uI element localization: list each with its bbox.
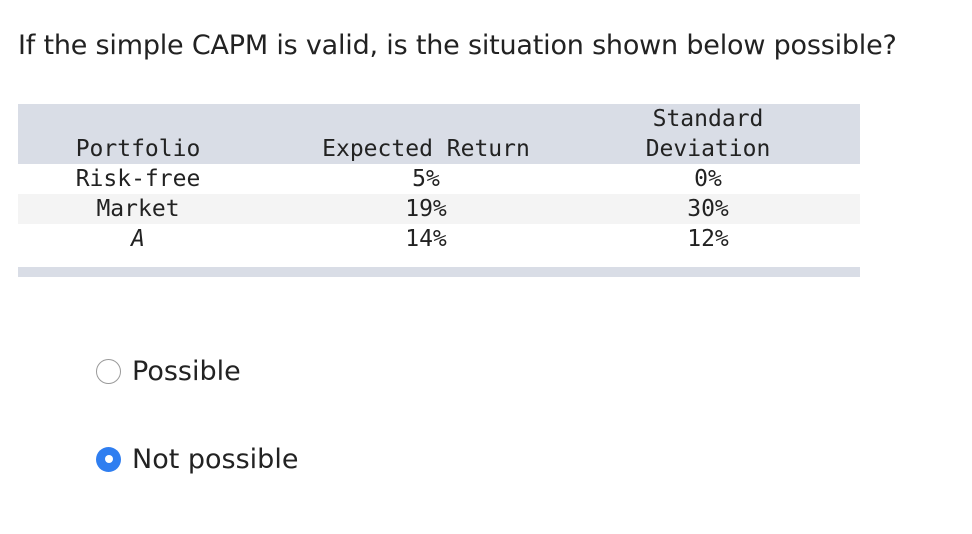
header-expected-return: Expected Return	[322, 136, 530, 162]
option-possible[interactable]: Possible	[96, 355, 241, 387]
table-row: Risk-free 5% 0%	[18, 164, 860, 194]
option-not-possible[interactable]: Not possible	[96, 443, 299, 475]
cell-std-dev: 12%	[687, 226, 729, 252]
cell-expected-return: 5%	[412, 166, 440, 192]
cell-expected-return: 14%	[405, 226, 447, 252]
option-not-possible-label[interactable]: Not possible	[132, 443, 299, 475]
table-row: Market 19% 30%	[18, 194, 860, 224]
table-header-row: Portfolio Expected Return Standard Devia…	[18, 104, 860, 164]
cell-portfolio: Risk-free	[75, 166, 201, 192]
table-row: A 14% 12%	[18, 224, 860, 254]
option-possible-label[interactable]: Possible	[132, 355, 241, 387]
header-std-dev: Standard Deviation	[608, 104, 808, 164]
cell-expected-return: 19%	[405, 196, 447, 222]
radio-not-possible[interactable]	[96, 446, 121, 472]
header-std-dev-line1: Standard	[652, 106, 764, 132]
header-std-dev-line2: Deviation	[645, 136, 771, 162]
radio-possible[interactable]	[96, 358, 121, 384]
header-portfolio: Portfolio	[75, 136, 201, 162]
cell-portfolio: Market	[96, 196, 180, 222]
cell-std-dev: 30%	[687, 196, 729, 222]
cell-portfolio: A	[131, 226, 145, 252]
question-text: If the simple CAPM is valid, is the situ…	[18, 30, 897, 61]
cell-std-dev: 0%	[694, 166, 722, 192]
table-bottom-bar	[18, 267, 860, 277]
portfolio-table: Portfolio Expected Return Standard Devia…	[18, 104, 860, 277]
